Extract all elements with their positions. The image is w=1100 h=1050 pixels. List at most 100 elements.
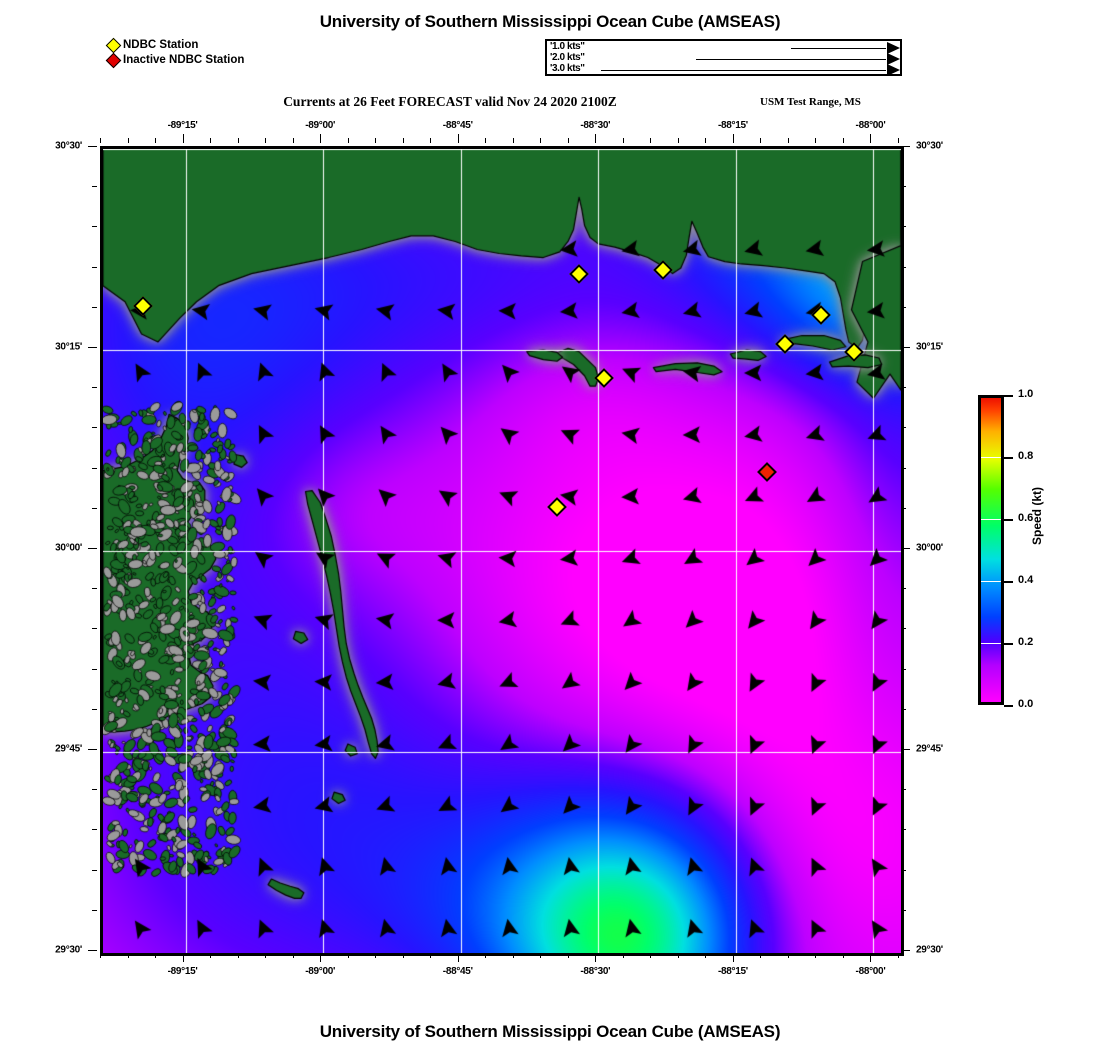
axis-tick-x <box>183 134 184 143</box>
colorbar-tick <box>1004 395 1013 397</box>
axis-tick-x <box>375 138 376 143</box>
axis-tick-y <box>88 950 97 951</box>
axis-label-x: -89°00' <box>305 120 335 131</box>
vector-scale-legend: '1.0 kts" '2.0 kts" '3.0 kts" <box>545 39 902 76</box>
axis-tick-y <box>88 749 97 750</box>
colorbar-tick-label: 0.2 <box>1018 636 1033 648</box>
axis-tick-x <box>210 138 211 143</box>
colorbar-tick <box>1004 581 1013 583</box>
colorbar-tick-label: 0.4 <box>1018 574 1033 586</box>
axis-tick-y <box>92 468 97 469</box>
page-title: University of Southern Mississippi Ocean… <box>0 12 1100 32</box>
axis-tick-x <box>430 138 431 143</box>
axis-label-y: 29°45' <box>916 744 943 755</box>
axis-tick-y <box>88 548 97 549</box>
axis-label-y: 30°15' <box>55 342 82 353</box>
axis-tick-x <box>815 138 816 143</box>
axis-tick-y <box>92 829 97 830</box>
axis-tick-y <box>88 347 97 348</box>
colorbar-tick-label: 0.0 <box>1018 698 1033 710</box>
footer-title: University of Southern Mississippi Ocean… <box>0 1022 1100 1042</box>
colorbar: 0.0 0.2 0.4 0.6 0.8 1.0 Speed (kt) <box>978 395 1004 705</box>
legend-label-active: NDBC Station <box>123 39 198 52</box>
axis-tick-x <box>293 138 294 143</box>
axis-tick-x <box>128 138 129 143</box>
map-plot-area[interactable] <box>100 146 904 956</box>
axis-tick-x <box>403 138 404 143</box>
colorbar-tick <box>1004 457 1013 459</box>
colorbar-tick-label: 0.8 <box>1018 450 1033 462</box>
axis-tick-y <box>92 588 97 589</box>
axis-tick-y <box>92 387 97 388</box>
colorbar-tick-label: 1.0 <box>1018 388 1033 400</box>
vector-scale-label: '3.0 kts" <box>550 63 585 74</box>
axis-tick-y <box>92 226 97 227</box>
axis-tick-x <box>568 138 569 143</box>
diamond-marker-icon <box>106 53 122 69</box>
axis-tick-y <box>92 307 97 308</box>
axis-tick-y <box>92 789 97 790</box>
colorbar-gridline <box>981 519 1001 520</box>
axis-label-x: -88°30' <box>580 120 610 131</box>
vector-scale-label: '1.0 kts" <box>550 41 585 52</box>
axis-label-x: -88°45' <box>443 966 473 977</box>
axis-label-x: -88°30' <box>580 966 610 977</box>
axis-label-y: 29°30' <box>55 945 82 956</box>
colorbar-tick <box>1004 519 1013 521</box>
colorbar-tick <box>1004 643 1013 645</box>
axis-tick-x <box>265 138 266 143</box>
axis-label-y: 30°15' <box>916 342 943 353</box>
axis-tick-y <box>92 508 97 509</box>
diamond-marker-icon <box>106 38 122 54</box>
vector-scale-row: '3.0 kts" <box>547 64 900 76</box>
axis-tick-x <box>733 134 734 143</box>
axis-tick-x <box>458 134 459 143</box>
axis-label-y: 30°00' <box>916 543 943 554</box>
vector-scale-line <box>696 59 886 60</box>
vector-scale-line <box>601 70 886 71</box>
axis-label-y: 30°30' <box>916 141 943 152</box>
axis-label-y: 30°30' <box>55 141 82 152</box>
axis-tick-x <box>705 138 706 143</box>
axis-tick-x <box>100 138 101 143</box>
axis-tick-x <box>623 138 624 143</box>
axis-tick-y <box>92 628 97 629</box>
axis-label-x: -89°15' <box>168 120 198 131</box>
current-speed-raster[interactable] <box>103 149 901 953</box>
axis-tick-x <box>238 138 239 143</box>
axis-tick-y <box>92 267 97 268</box>
axis-label-y: 29°45' <box>55 744 82 755</box>
colorbar-tick <box>1004 705 1013 707</box>
axis-tick-x <box>595 134 596 143</box>
axis-label-x: -88°00' <box>856 966 886 977</box>
axis-label-x: -88°15' <box>718 966 748 977</box>
axis-tick-y <box>88 146 97 147</box>
axis-tick-x <box>485 138 486 143</box>
region-label: USM Test Range, MS <box>760 96 861 108</box>
axis-tick-x <box>650 138 651 143</box>
axis-tick-y <box>92 709 97 710</box>
axis-tick-x <box>870 134 871 143</box>
axis-tick-x <box>898 138 899 143</box>
axis-tick-x <box>788 138 789 143</box>
colorbar-axis-title: Speed (kt) <box>1030 487 1044 545</box>
axis-label-y: 29°30' <box>916 945 943 956</box>
axis-label-x: -88°45' <box>443 120 473 131</box>
axis-tick-x <box>348 138 349 143</box>
axis-label-x: -89°00' <box>305 966 335 977</box>
legend-item-ndbc-station: NDBC Station <box>108 38 244 53</box>
colorbar-gridline <box>981 643 1001 644</box>
vector-scale-line <box>791 48 886 49</box>
axis-label-y: 30°00' <box>55 543 82 554</box>
vector-scale-label: '2.0 kts" <box>550 52 585 63</box>
station-legend: NDBC Station Inactive NDBC Station <box>108 38 244 68</box>
colorbar-gradient <box>978 395 1004 705</box>
axis-tick-y <box>92 910 97 911</box>
legend-item-inactive-ndbc-station: Inactive NDBC Station <box>108 53 244 68</box>
axis-tick-x <box>760 138 761 143</box>
axis-tick-x <box>320 134 321 143</box>
axis-label-x: -88°15' <box>718 120 748 131</box>
chart-subtitle: Currents at 26 Feet FORECAST valid Nov 2… <box>100 94 800 110</box>
axis-tick-y <box>92 186 97 187</box>
axis-tick-y <box>92 870 97 871</box>
